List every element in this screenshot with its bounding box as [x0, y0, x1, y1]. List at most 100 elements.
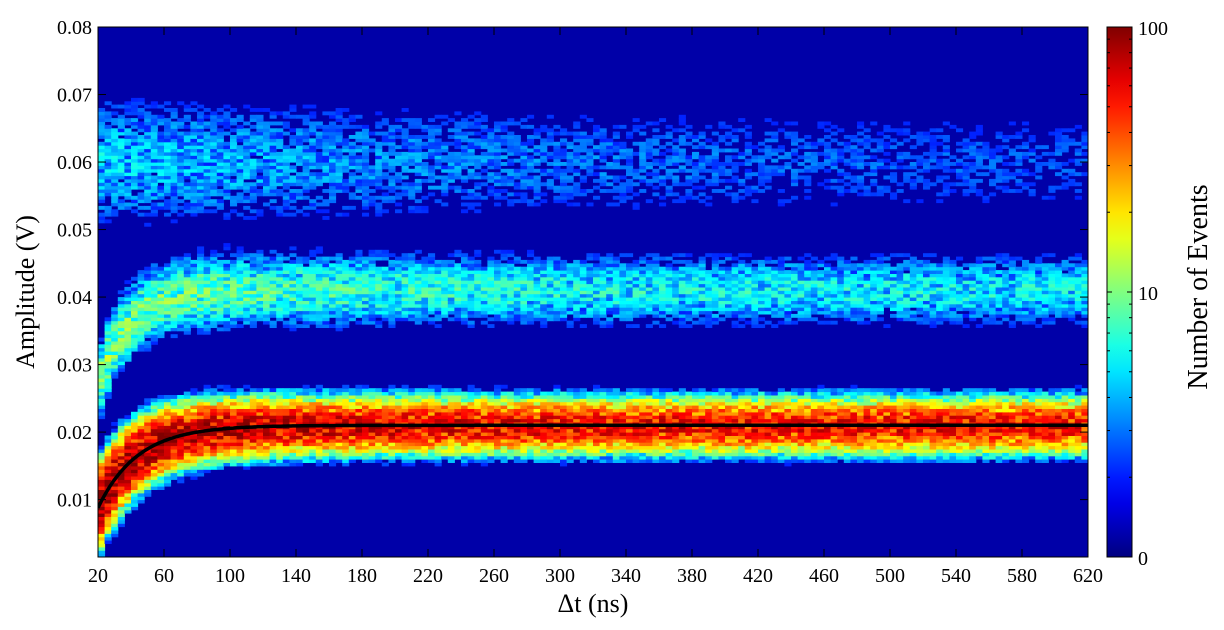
heatmap-cell [190, 310, 198, 315]
heatmap-cell [329, 401, 337, 406]
heatmap-cell [362, 158, 370, 163]
heatmap-cell [216, 148, 224, 153]
heatmap-cell [137, 273, 145, 278]
heatmap-cell [230, 297, 238, 301]
heatmap-cell [408, 435, 416, 440]
heatmap-cell [487, 165, 495, 170]
heatmap-cell [573, 148, 581, 153]
heatmap-cell [236, 178, 244, 183]
heatmap-cell [249, 449, 257, 453]
heatmap-cell [579, 401, 587, 406]
heatmap-cell [540, 398, 548, 403]
heatmap-cell [190, 124, 198, 129]
heatmap-cell [566, 185, 574, 190]
heatmap-cell [282, 205, 290, 210]
heatmap-cell [573, 438, 581, 443]
heatmap-cell [560, 415, 568, 420]
heatmap-cell [546, 415, 554, 420]
heatmap-cell [322, 388, 330, 393]
heatmap-cell [329, 151, 337, 156]
heatmap-cell [573, 442, 581, 447]
heatmap-cell [586, 452, 594, 457]
heatmap-cell [527, 178, 535, 183]
heatmap-cell [527, 317, 535, 322]
heatmap-cell [461, 124, 469, 129]
heatmap-cell [296, 192, 304, 197]
heatmap-cell [183, 209, 191, 214]
heatmap-cell [428, 432, 436, 436]
heatmap-cell [236, 151, 244, 156]
heatmap-cell [104, 138, 112, 143]
heatmap-cell [520, 395, 528, 399]
heatmap-cell [216, 391, 224, 396]
heatmap-cell [507, 276, 515, 281]
heatmap-cell [170, 476, 178, 480]
heatmap-cell [315, 145, 323, 150]
heatmap-cell [315, 401, 323, 406]
heatmap-cell [513, 273, 521, 278]
heatmap-cell [124, 118, 132, 122]
heatmap-cell [183, 253, 191, 258]
heatmap-cell [117, 310, 125, 315]
heatmap-cell [401, 401, 409, 406]
heatmap-cell [137, 492, 145, 497]
heatmap-cell [527, 425, 535, 430]
heatmap-cell [249, 148, 257, 153]
heatmap-cell [335, 286, 343, 291]
heatmap-cell [150, 212, 158, 217]
heatmap-cell [408, 276, 416, 281]
heatmap-cell [507, 300, 515, 305]
heatmap-cell [164, 442, 172, 447]
heatmap-cell [296, 310, 304, 315]
heatmap-cell [487, 178, 495, 183]
heatmap-cell [117, 121, 125, 126]
heatmap-cell [111, 368, 119, 372]
heatmap-cell [480, 145, 488, 150]
heatmap-cell [190, 155, 198, 160]
heatmap-cell [408, 124, 416, 129]
heatmap-cell [296, 263, 304, 268]
heatmap-cell [454, 286, 462, 291]
heatmap-cell [124, 310, 132, 315]
heatmap-cell [586, 168, 594, 173]
heatmap-cell [447, 452, 455, 457]
heatmap-cell [579, 270, 587, 274]
heatmap-cell [467, 297, 475, 301]
heatmap-cell [144, 118, 152, 122]
heatmap-cell [263, 162, 271, 166]
heatmap-cell [395, 158, 403, 163]
heatmap-cell [335, 111, 343, 116]
heatmap-cell [216, 442, 224, 447]
heatmap-cell [98, 455, 106, 460]
heatmap-cell [560, 432, 568, 436]
heatmap-cell [362, 259, 370, 264]
heatmap-cell [289, 270, 297, 274]
heatmap-cell [131, 178, 139, 183]
heatmap-cell [210, 415, 218, 420]
heatmap-cell [315, 418, 323, 423]
heatmap-cell [170, 317, 178, 322]
heatmap-cell [579, 290, 587, 295]
heatmap-cell [507, 435, 515, 440]
heatmap-cell [546, 151, 554, 156]
heatmap-cell [296, 141, 304, 146]
heatmap-cell [124, 189, 132, 193]
heatmap-cell [157, 121, 165, 126]
heatmap-cell [249, 276, 257, 281]
heatmap [98, 27, 1088, 557]
heatmap-cell [289, 297, 297, 301]
heatmap-cell [124, 330, 132, 335]
heatmap-cell [579, 405, 587, 409]
heatmap-cell [296, 286, 304, 291]
heatmap-cell [289, 263, 297, 268]
heatmap-cell [183, 293, 191, 298]
heatmap-cell [573, 151, 581, 156]
heatmap-cell [421, 209, 429, 214]
heatmap-cell [480, 283, 488, 288]
heatmap-cell [210, 165, 218, 170]
heatmap-cell [111, 482, 119, 487]
heatmap-cell [355, 195, 363, 200]
heatmap-cell [223, 324, 231, 328]
heatmap-cell [395, 202, 403, 207]
heatmap-cell [190, 270, 198, 274]
